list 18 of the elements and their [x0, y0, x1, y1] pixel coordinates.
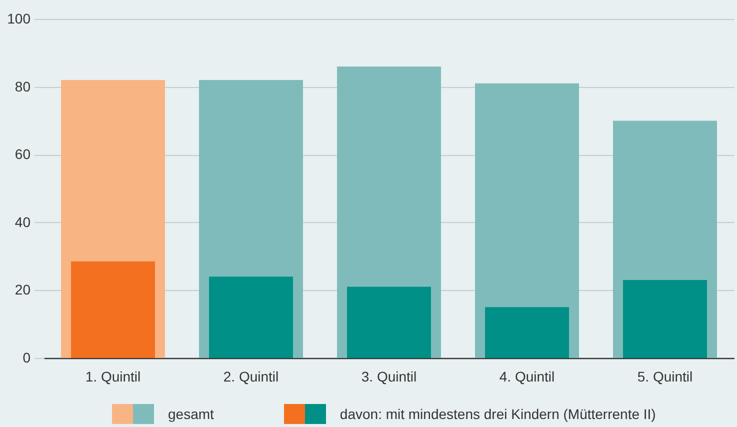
x-tick-label: 2. Quintil	[223, 368, 279, 384]
y-tick-label: 40	[14, 214, 31, 230]
y-tick-label: 100	[7, 10, 31, 26]
bar	[209, 276, 293, 358]
x-tick-label: 3. Quintil	[361, 368, 417, 384]
y-tick-label: 80	[14, 78, 31, 94]
x-tick-label: 4. Quintil	[499, 368, 555, 384]
x-tick-label: 5. Quintil	[637, 368, 693, 384]
x-tick-label: 1. Quintil	[85, 368, 141, 384]
bar	[623, 280, 707, 358]
y-tick-label: 20	[14, 282, 31, 298]
bar	[71, 261, 155, 358]
y-tick-label: 60	[14, 146, 31, 162]
bar	[347, 286, 431, 358]
legend-label: gesamt	[168, 405, 214, 424]
legend-label: davon: mit mindestens drei Kindern (Mütterrente II)	[340, 405, 656, 424]
bar	[485, 307, 569, 358]
y-tick-label: 0	[22, 350, 31, 366]
